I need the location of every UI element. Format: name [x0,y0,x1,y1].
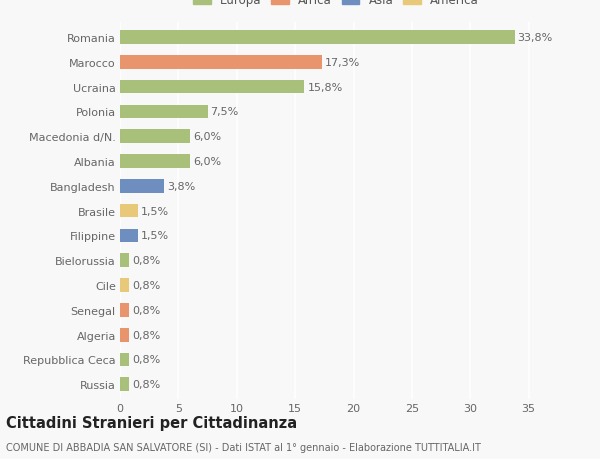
Text: 6,0%: 6,0% [193,157,221,167]
Text: Cittadini Stranieri per Cittadinanza: Cittadini Stranieri per Cittadinanza [6,415,297,431]
Bar [120,31,515,45]
Bar [120,204,137,218]
Bar [120,56,322,69]
Text: 0,8%: 0,8% [132,305,161,315]
Bar [120,179,164,193]
Bar [120,353,130,367]
Bar [120,254,130,268]
Text: 3,8%: 3,8% [167,181,196,191]
Bar [120,105,208,119]
Bar [120,279,130,292]
Bar [120,378,130,391]
Text: 0,8%: 0,8% [132,280,161,291]
Text: 6,0%: 6,0% [193,132,221,142]
Text: 15,8%: 15,8% [307,82,343,92]
Text: 7,5%: 7,5% [211,107,239,117]
Text: 0,8%: 0,8% [132,256,161,266]
Text: 1,5%: 1,5% [140,206,169,216]
Bar [120,229,137,243]
Text: COMUNE DI ABBADIA SAN SALVATORE (SI) - Dati ISTAT al 1° gennaio - Elaborazione T: COMUNE DI ABBADIA SAN SALVATORE (SI) - D… [6,442,481,452]
Legend: Europa, Africa, Asia, America: Europa, Africa, Asia, America [191,0,481,10]
Bar [120,80,304,94]
Bar [120,155,190,168]
Text: 17,3%: 17,3% [325,57,360,67]
Bar [120,303,130,317]
Text: 0,8%: 0,8% [132,330,161,340]
Bar [120,328,130,342]
Text: 0,8%: 0,8% [132,355,161,365]
Text: 1,5%: 1,5% [140,231,169,241]
Text: 33,8%: 33,8% [518,33,553,43]
Bar [120,130,190,144]
Text: 0,8%: 0,8% [132,380,161,390]
